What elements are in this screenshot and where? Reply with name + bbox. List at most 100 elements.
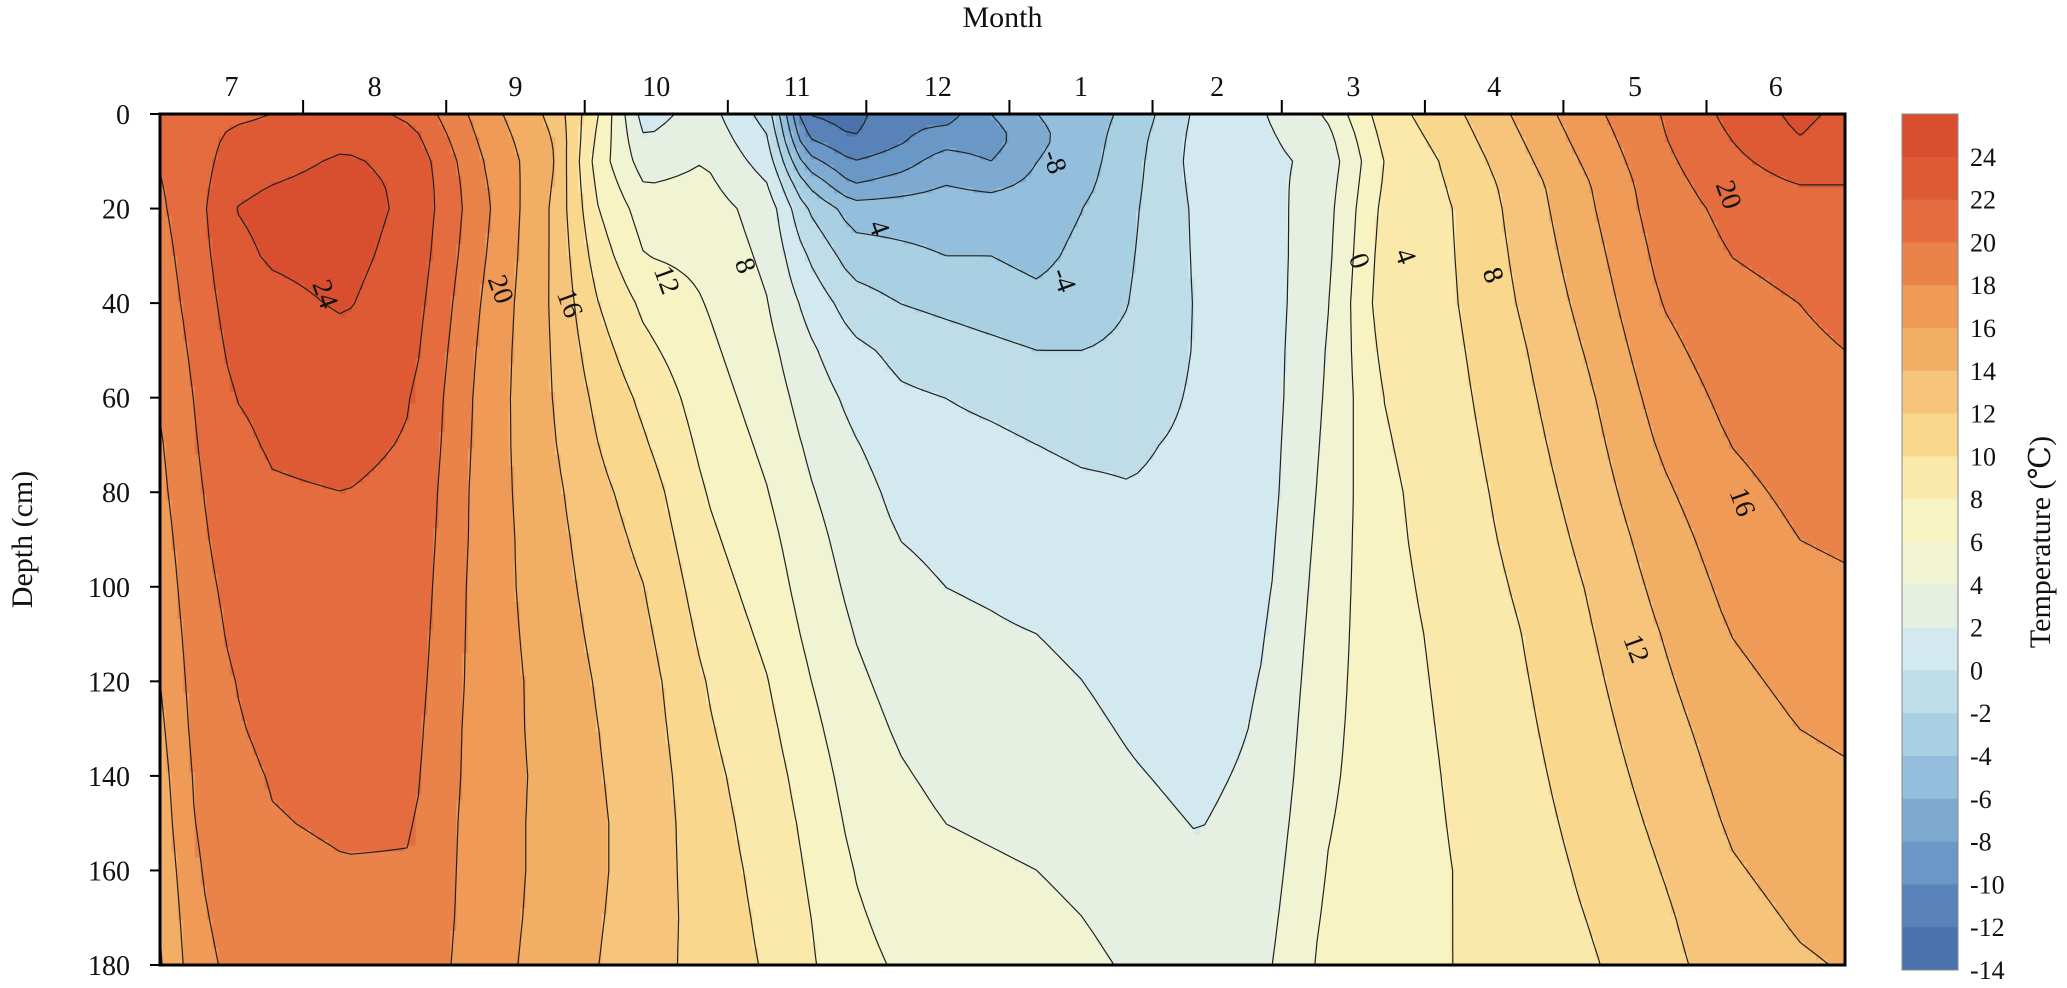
heatmap-cell bbox=[979, 840, 986, 966]
heatmap-cell bbox=[682, 278, 690, 416]
heatmap-cell bbox=[804, 170, 812, 189]
heatmap-cell bbox=[1130, 755, 1137, 966]
heatmap-cell bbox=[630, 114, 638, 160]
heatmap-cell bbox=[409, 114, 417, 126]
heatmap-cell bbox=[863, 233, 870, 285]
heatmap-cell bbox=[1147, 131, 1155, 461]
heatmap-cell bbox=[793, 613, 800, 824]
heatmap-cell bbox=[892, 528, 899, 745]
heatmap-cell bbox=[1136, 114, 1143, 212]
heatmap-cell bbox=[892, 301, 899, 376]
heatmap-cell bbox=[206, 919, 213, 966]
heatmap-cell bbox=[804, 114, 812, 138]
heatmap-cell bbox=[1031, 278, 1038, 353]
heatmap-cell bbox=[380, 227, 388, 461]
heatmap-cell bbox=[584, 244, 591, 387]
heatmap-cell bbox=[775, 533, 783, 733]
heatmap-cell bbox=[636, 176, 643, 240]
heatmap-cell bbox=[816, 352, 823, 507]
heatmap-cell bbox=[456, 800, 463, 966]
heatmap-cell bbox=[1455, 306, 1463, 966]
heatmap-cell bbox=[1141, 159, 1149, 467]
heatmap-cell bbox=[688, 284, 696, 438]
heatmap-cell bbox=[996, 187, 1004, 263]
heatmap-cell bbox=[595, 210, 603, 302]
heatmap-cell bbox=[1763, 687, 1771, 898]
heatmap-cell bbox=[1682, 114, 1689, 178]
heatmap-cell bbox=[485, 114, 492, 189]
heatmap-cell bbox=[1560, 272, 1567, 512]
y-tick-label: 100 bbox=[88, 573, 130, 604]
heatmap-cell bbox=[1659, 874, 1666, 966]
heatmap-cell bbox=[961, 153, 969, 189]
heatmap-cell bbox=[415, 794, 423, 966]
heatmap-cell bbox=[1316, 114, 1323, 450]
heatmap-cell bbox=[839, 823, 847, 966]
heatmap-cell bbox=[996, 851, 1004, 966]
heatmap-cell bbox=[1083, 925, 1091, 966]
heatmap-cell bbox=[926, 159, 934, 195]
heatmap-cell bbox=[1043, 114, 1050, 126]
heatmap-cell bbox=[1333, 187, 1341, 807]
heatmap-cell bbox=[1153, 783, 1160, 966]
heatmap-cell bbox=[1502, 114, 1509, 234]
heatmap-cell bbox=[973, 153, 980, 195]
heatmap-cell bbox=[1281, 114, 1288, 149]
heatmap-cell bbox=[1234, 114, 1242, 762]
heatmap-cell bbox=[851, 278, 858, 336]
colorbar-band bbox=[1902, 542, 1958, 586]
heatmap-cell bbox=[369, 170, 376, 263]
heatmap-cell bbox=[735, 148, 742, 212]
heatmap-cell bbox=[340, 851, 347, 966]
heatmap-cell bbox=[578, 125, 585, 195]
heatmap-cell bbox=[305, 289, 312, 484]
heatmap-cell bbox=[433, 528, 440, 966]
heatmap-cell bbox=[961, 834, 969, 966]
heatmap-cell bbox=[985, 159, 992, 195]
heatmap-cell bbox=[932, 391, 940, 575]
heatmap-cell bbox=[1101, 715, 1108, 949]
heatmap-cell bbox=[810, 142, 818, 160]
heatmap-cell bbox=[834, 153, 841, 172]
heatmap-cell bbox=[1025, 630, 1033, 870]
heatmap-cell bbox=[874, 942, 882, 966]
heatmap-cell bbox=[328, 114, 335, 160]
heatmap-cell bbox=[810, 159, 818, 178]
heatmap-cell bbox=[1467, 386, 1474, 966]
heatmap-cell bbox=[630, 397, 638, 558]
heatmap-cell bbox=[1600, 675, 1608, 966]
heatmap-cell bbox=[973, 255, 980, 331]
x-tick-label: 10 bbox=[642, 72, 670, 103]
heatmap-cell bbox=[1141, 465, 1149, 773]
heatmap-cell bbox=[1525, 153, 1532, 359]
heatmap-cell bbox=[613, 176, 620, 263]
heatmap-cell bbox=[241, 125, 248, 200]
heatmap-cell bbox=[1531, 165, 1538, 387]
heatmap-cell bbox=[1229, 114, 1236, 773]
heatmap-cell bbox=[485, 187, 492, 234]
heatmap-cell bbox=[1630, 114, 1637, 183]
heatmap-cell bbox=[857, 182, 864, 200]
heatmap-cell bbox=[427, 159, 434, 263]
heatmap-cell bbox=[1078, 681, 1085, 915]
heatmap-cell bbox=[741, 114, 748, 155]
heatmap-cell bbox=[804, 669, 812, 898]
heatmap-cell bbox=[1083, 471, 1091, 688]
heatmap-cell bbox=[1717, 420, 1724, 609]
heatmap-cell bbox=[1182, 386, 1190, 819]
y-tick-label: 0 bbox=[116, 100, 130, 131]
heatmap-cell bbox=[1043, 448, 1050, 643]
heatmap-cell bbox=[1699, 204, 1707, 387]
heatmap-cell bbox=[897, 301, 905, 382]
heatmap-cell bbox=[1066, 352, 1073, 461]
heatmap-cell bbox=[956, 187, 963, 257]
heatmap-cell bbox=[787, 114, 794, 132]
heatmap-cell bbox=[711, 726, 719, 966]
heatmap-cell bbox=[369, 114, 376, 172]
heatmap-cell bbox=[677, 397, 684, 563]
heatmap-cell bbox=[404, 125, 411, 421]
heatmap-cell bbox=[218, 607, 225, 966]
heatmap-cell bbox=[1124, 749, 1131, 966]
y-tick-label: 20 bbox=[102, 195, 130, 226]
heatmap-cell bbox=[282, 278, 289, 473]
